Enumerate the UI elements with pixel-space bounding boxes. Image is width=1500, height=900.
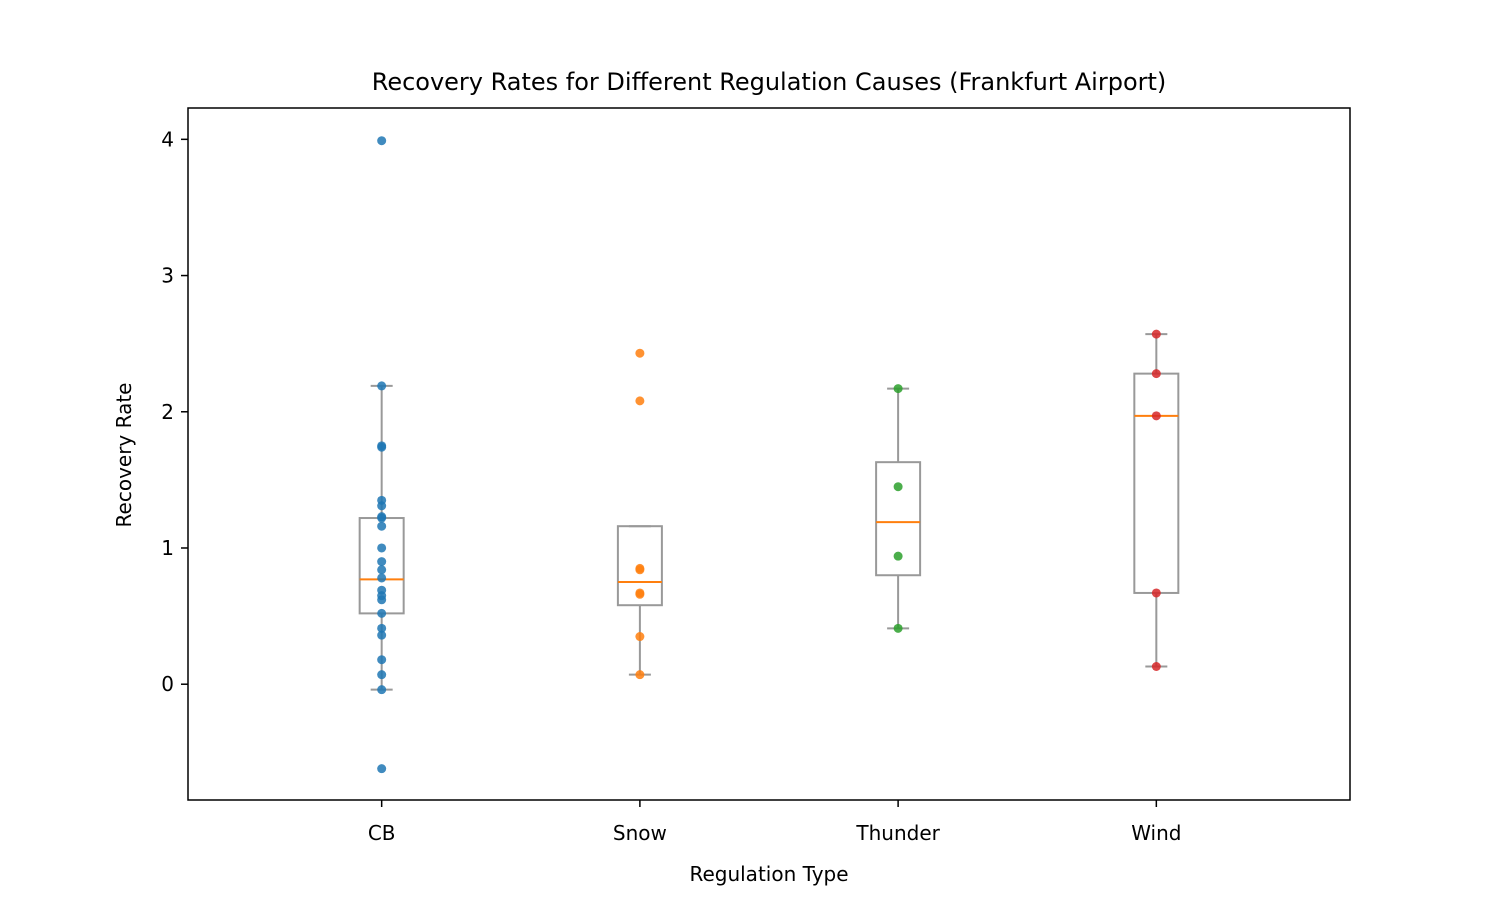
data-point [377, 764, 387, 774]
box-group-thunder [875, 384, 922, 633]
x-tick-label: Wind [1131, 821, 1181, 845]
x-tick-label: Thunder [855, 821, 940, 845]
data-point [377, 381, 387, 391]
y-tick-label: 1 [161, 536, 174, 560]
data-point [377, 501, 387, 511]
data-point [893, 551, 903, 561]
data-point [377, 565, 387, 575]
y-tick-label: 4 [161, 127, 174, 151]
data-point [1151, 329, 1161, 339]
iqr-box [1133, 372, 1180, 594]
x-tick-label: CB [368, 821, 396, 845]
data-point [377, 543, 387, 553]
data-point [377, 557, 387, 567]
data-point [1151, 588, 1161, 598]
data-point [377, 573, 387, 583]
plot-area [358, 136, 1180, 774]
x-axis: CB Snow Thunder Wind [368, 800, 1181, 845]
data-point [377, 670, 387, 680]
x-tick-label: Snow [613, 821, 667, 845]
data-point [377, 442, 387, 452]
data-point [1151, 411, 1161, 421]
data-point [635, 396, 645, 406]
y-axis: 0 1 2 3 4 [161, 127, 188, 696]
y-tick-label: 2 [161, 400, 174, 424]
data-point [893, 384, 903, 394]
data-point [377, 630, 387, 640]
data-point [635, 670, 645, 680]
data-point [377, 655, 387, 665]
data-point [377, 136, 387, 146]
data-point [893, 482, 903, 492]
data-point [635, 348, 645, 358]
data-point [377, 623, 387, 633]
iqr-box [616, 525, 663, 607]
box-group-snow [616, 348, 663, 680]
box-group-cb [358, 136, 405, 774]
y-tick-label: 0 [161, 672, 174, 696]
data-point [893, 623, 903, 633]
y-tick-label: 3 [161, 264, 174, 288]
data-point [377, 521, 387, 531]
box-group-wind [1133, 329, 1180, 672]
x-axis-label: Regulation Type [689, 862, 848, 886]
y-axis-label: Recovery Rate [112, 383, 136, 528]
data-point [635, 589, 645, 599]
data-point [377, 595, 387, 605]
chart-title: Recovery Rates for Different Regulation … [372, 68, 1167, 96]
data-point [1151, 369, 1161, 379]
data-point [635, 632, 645, 642]
iqr-box [875, 461, 922, 577]
data-point [1151, 662, 1161, 672]
data-point [377, 513, 387, 523]
data-point [377, 608, 387, 618]
plot-frame [187, 107, 1351, 801]
data-point [635, 565, 645, 575]
data-point [377, 685, 387, 695]
